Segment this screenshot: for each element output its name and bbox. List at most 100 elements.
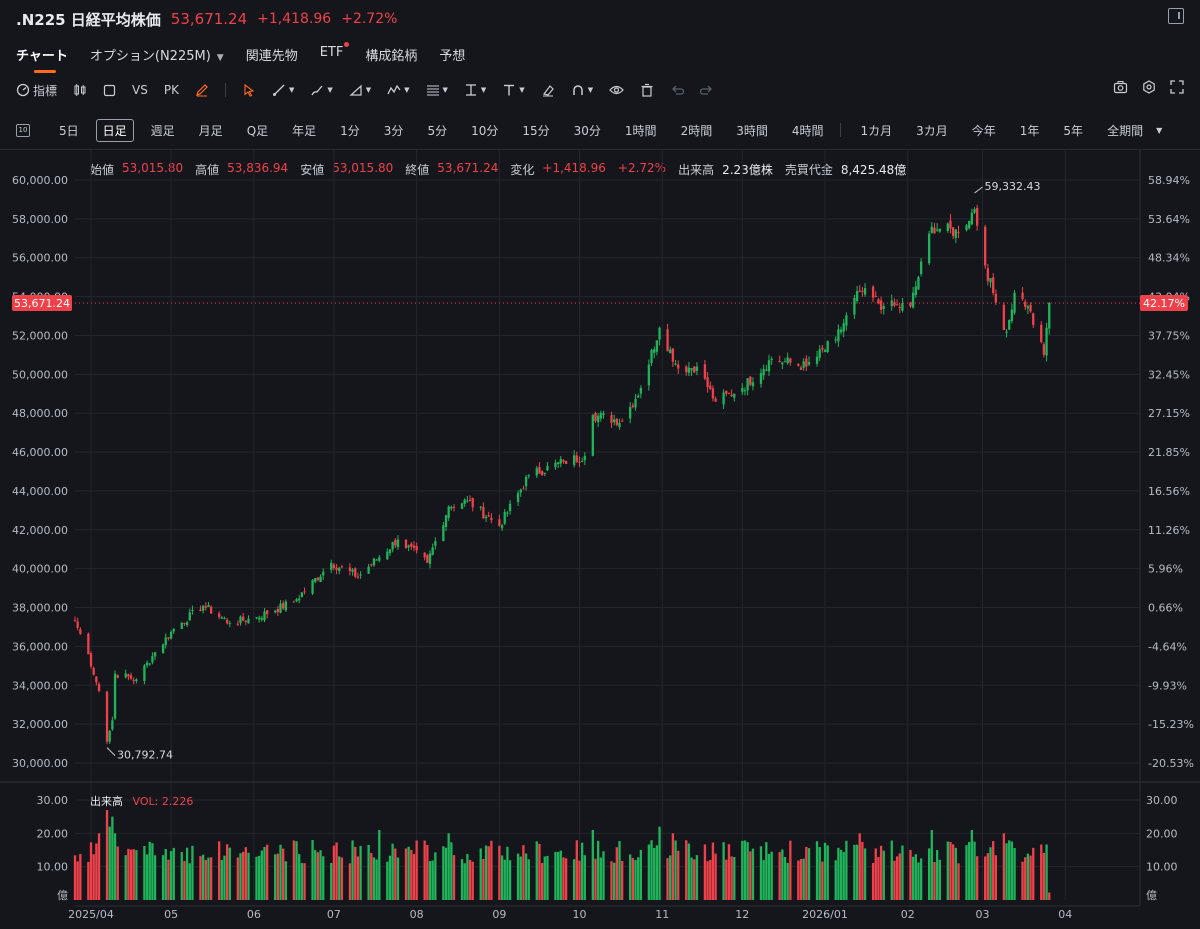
price-chart[interactable]: 60,000.0058,000.0056,000.0054,000.0052,0… bbox=[0, 150, 1200, 929]
volume-bar bbox=[87, 861, 90, 900]
period-option[interactable]: 月足 bbox=[198, 123, 223, 138]
period-option[interactable]: 5年 bbox=[1063, 123, 1084, 138]
cursor-tool[interactable] bbox=[242, 83, 256, 97]
candle-body bbox=[266, 610, 269, 615]
tab-related-futures[interactable]: 関連先物 bbox=[246, 45, 298, 64]
fib-tool[interactable]: ▼ bbox=[426, 83, 448, 97]
period-option[interactable]: 5日 bbox=[59, 123, 79, 138]
volume-bar bbox=[266, 844, 269, 900]
candle-body bbox=[89, 653, 93, 667]
period-option[interactable]: 3分 bbox=[383, 123, 404, 138]
candle-body bbox=[834, 339, 837, 341]
candle-body bbox=[543, 472, 546, 474]
candle-body bbox=[183, 622, 186, 624]
period-option[interactable]: 1年 bbox=[1019, 123, 1040, 138]
candle-body bbox=[220, 617, 223, 619]
fullscreen-icon[interactable] bbox=[1170, 80, 1184, 94]
candle-body bbox=[348, 567, 352, 571]
candle-body bbox=[335, 567, 338, 570]
draw-toggle-button[interactable] bbox=[195, 83, 209, 97]
volume-bar bbox=[709, 859, 712, 900]
candle-body bbox=[161, 644, 165, 654]
period-option[interactable]: 30分 bbox=[573, 123, 601, 138]
volume-bar bbox=[468, 859, 472, 900]
candle-body bbox=[602, 413, 605, 416]
candle-body bbox=[674, 363, 677, 365]
candle-body bbox=[695, 366, 699, 372]
x-tick-label: 06 bbox=[247, 908, 261, 921]
tab-options[interactable]: オプション(N225M) ▼ bbox=[90, 45, 224, 64]
candle-body bbox=[276, 609, 280, 613]
period-option[interactable]: 週足 bbox=[150, 123, 175, 138]
camera-icon[interactable] bbox=[1113, 80, 1128, 94]
eraser-tool[interactable] bbox=[541, 83, 555, 97]
period-option[interactable]: 全期間 bbox=[1107, 123, 1144, 138]
volume-bar bbox=[877, 857, 880, 900]
candle-body bbox=[591, 415, 594, 456]
visibility-toggle[interactable] bbox=[609, 83, 624, 97]
candle-body bbox=[882, 306, 885, 309]
brush-tool[interactable]: ▼ bbox=[310, 83, 333, 97]
delete-drawings-button[interactable] bbox=[640, 83, 654, 97]
magnet-tool[interactable]: ▼ bbox=[571, 83, 593, 97]
pattern-tool[interactable]: ▼ bbox=[387, 83, 410, 97]
candle-body bbox=[244, 620, 247, 622]
period-option[interactable]: 年足 bbox=[292, 123, 317, 138]
period-option[interactable]: 2時間 bbox=[680, 123, 713, 138]
period-option[interactable]: 15分 bbox=[522, 123, 550, 138]
volume-bar bbox=[650, 840, 653, 900]
period-option[interactable]: 3カ月 bbox=[916, 123, 948, 138]
period-option[interactable]: 1分 bbox=[340, 123, 360, 138]
volume-bar bbox=[703, 844, 707, 900]
candle-body bbox=[709, 385, 712, 389]
period-option[interactable]: 3時間 bbox=[736, 123, 768, 138]
candle-body bbox=[113, 673, 117, 719]
volume-bar bbox=[746, 842, 749, 900]
volume-bar bbox=[618, 841, 621, 900]
period-option[interactable]: 今年 bbox=[971, 123, 996, 138]
min-annotation-label: 30,792.74 bbox=[117, 749, 173, 762]
tab-constituents[interactable]: 構成銘柄 bbox=[365, 45, 417, 64]
volume-bar bbox=[1002, 833, 1006, 900]
candle-type-button[interactable] bbox=[73, 83, 87, 97]
tab-chart[interactable]: チャート bbox=[16, 45, 68, 73]
candle-body bbox=[799, 367, 803, 370]
pk-button[interactable]: PK bbox=[163, 83, 179, 97]
volume-label: 出来高 bbox=[678, 163, 715, 177]
x-tick-label: 04 bbox=[1058, 908, 1072, 921]
chevron-down-icon[interactable]: ▼ bbox=[1156, 125, 1163, 135]
compare-button[interactable]: VS bbox=[132, 83, 148, 97]
period-option[interactable]: 5分 bbox=[427, 123, 448, 138]
redo-button[interactable] bbox=[700, 83, 714, 97]
candle-body bbox=[583, 455, 586, 461]
layout-button[interactable] bbox=[103, 84, 116, 97]
candle-body bbox=[116, 675, 119, 678]
line-tool[interactable]: ▼ bbox=[272, 83, 294, 97]
undo-icon bbox=[672, 85, 685, 95]
undo-button[interactable] bbox=[670, 83, 685, 97]
period-option[interactable]: 4時間 bbox=[791, 123, 824, 138]
collapse-panel-icon[interactable] bbox=[1168, 8, 1184, 24]
tab-etf[interactable]: ETF bbox=[320, 42, 350, 64]
candle-body bbox=[316, 577, 320, 581]
indicator-button[interactable]: 指標 bbox=[16, 82, 57, 99]
angle-tool[interactable]: ▼ bbox=[349, 83, 371, 97]
candle-body bbox=[818, 349, 821, 358]
tab-forecast[interactable]: 予想 bbox=[439, 45, 465, 64]
volume-bar bbox=[933, 861, 936, 900]
volume-bar bbox=[556, 851, 560, 900]
low-value: 53,015.80 bbox=[332, 161, 394, 175]
period-option[interactable]: Q足 bbox=[246, 123, 269, 138]
candle-body bbox=[76, 621, 79, 628]
period-option[interactable]: 1カ月 bbox=[860, 123, 893, 138]
volume-bar bbox=[223, 855, 226, 900]
period-option[interactable]: 1時間 bbox=[624, 123, 657, 138]
period-option[interactable]: 日足 bbox=[95, 118, 134, 142]
text-tool[interactable]: ▼ bbox=[502, 83, 525, 97]
measure-tool[interactable]: ▼ bbox=[464, 83, 486, 97]
time-range-icon[interactable]: 10 bbox=[16, 123, 30, 137]
settings-icon[interactable] bbox=[1142, 80, 1156, 94]
volume-bar bbox=[799, 858, 803, 900]
period-option[interactable]: 10分 bbox=[471, 123, 499, 138]
volume-bar bbox=[874, 848, 877, 900]
